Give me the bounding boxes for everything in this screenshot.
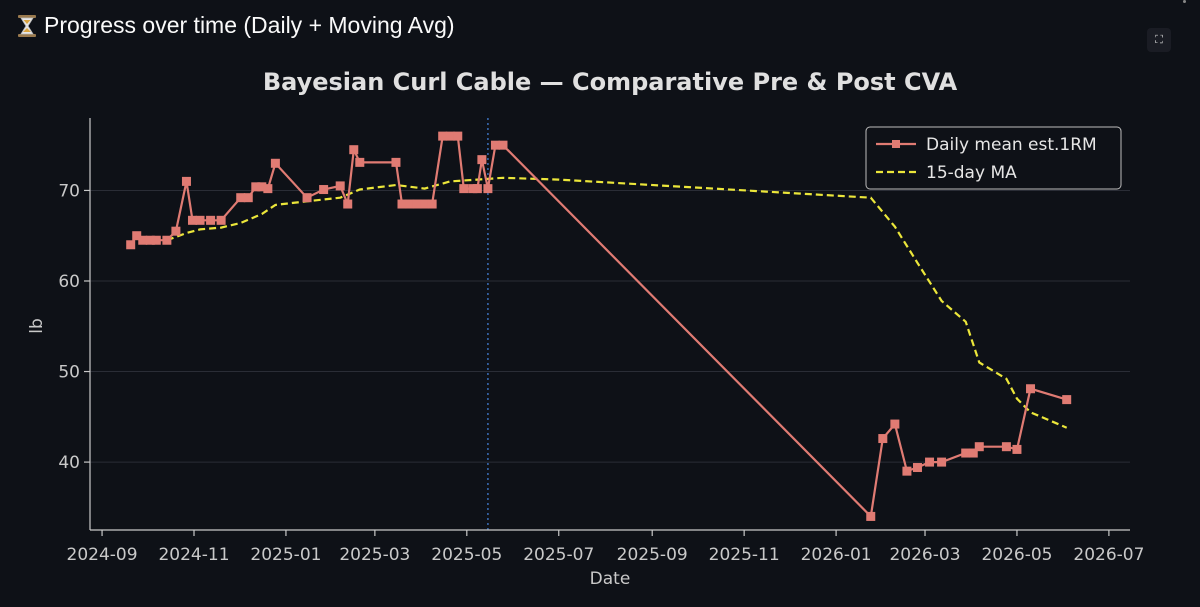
data-point (1026, 384, 1036, 394)
tick-labels: 40 50 60 70 2024-09 2024-11 2025-01 2025-03 2025… (58, 181, 1144, 565)
data-point (866, 511, 876, 521)
x-tick-label: 2025-03 (339, 545, 410, 565)
y-axis-title: lb (27, 318, 47, 334)
data-point (961, 448, 971, 458)
x-tick-label: 2025-01 (250, 545, 321, 565)
data-point (349, 145, 359, 155)
page-title: Progress over time (Daily + Moving Avg) (44, 12, 455, 38)
data-point (236, 193, 246, 203)
data-point (181, 176, 191, 186)
x-axis-title: Date (590, 569, 631, 589)
hourglass-icon (18, 14, 36, 37)
x-tick-label: 2024-09 (67, 545, 138, 565)
legend-box (865, 126, 1122, 190)
page-header: Progress over time (Daily + Moving Avg) (16, 12, 455, 39)
data-point (335, 181, 345, 191)
data-point (412, 199, 422, 209)
data-point (925, 457, 935, 467)
y-tick-label: 60 (58, 272, 80, 292)
data-point (974, 442, 984, 452)
series-line-ma (166, 176, 1068, 429)
data-point (937, 457, 947, 467)
x-tick-label: 2024-11 (158, 545, 229, 565)
data-point (171, 226, 181, 236)
fullscreen-icon: ⛶ (1155, 33, 1163, 46)
data-point (420, 199, 430, 209)
data-point (216, 215, 226, 225)
data-point (263, 184, 273, 194)
data-point (498, 140, 508, 150)
data-point (397, 199, 407, 209)
x-tick-label: 2025-09 (617, 545, 688, 565)
data-point (319, 185, 329, 195)
data-point (878, 434, 888, 444)
legend-daily-marker (892, 140, 900, 148)
x-tick-label: 2026-07 (1073, 545, 1144, 565)
data-point (468, 184, 478, 194)
grid (90, 189, 1130, 463)
data-point (126, 240, 136, 250)
legend-daily-label: Daily mean est.1RM (926, 135, 1097, 155)
data-point (391, 157, 401, 167)
data-point (445, 131, 455, 141)
x-tick-label: 2025-07 (523, 545, 594, 565)
data-point (355, 157, 365, 167)
data-point (477, 155, 487, 165)
x-tick-label: 2026-01 (801, 545, 872, 565)
axes (84, 118, 1130, 536)
x-tick-label: 2025-11 (709, 545, 780, 565)
data-point (902, 466, 912, 476)
data-point (459, 184, 469, 194)
x-tick-label: 2026-03 (889, 545, 960, 565)
legend-ma-label: 15-day MA (926, 163, 1017, 183)
x-tick-label: 2026-05 (981, 545, 1052, 565)
y-tick-label: 40 (58, 453, 80, 473)
data-point (251, 182, 261, 192)
data-point (490, 140, 500, 150)
data-point (483, 184, 493, 194)
data-point (132, 231, 142, 241)
data-point (453, 131, 463, 141)
data-point (243, 193, 253, 203)
data-point (405, 199, 415, 209)
data-point (1001, 442, 1011, 452)
series-group (126, 131, 1072, 521)
data-point (257, 182, 267, 192)
data-point (270, 158, 280, 168)
data-point (187, 215, 197, 225)
data-point (343, 199, 353, 209)
fullscreen-button[interactable]: ⛶ (1147, 28, 1171, 52)
data-point (472, 184, 482, 194)
y-tick-label: 50 (58, 363, 80, 383)
data-point (206, 215, 216, 225)
data-point (151, 235, 161, 245)
data-point (1012, 444, 1022, 454)
data-point (138, 235, 148, 245)
data-point (145, 235, 155, 245)
data-point (427, 199, 437, 209)
chart-title: Bayesian Curl Cable — Comparative Pre & … (263, 68, 958, 96)
data-point (1062, 395, 1072, 405)
data-point (968, 448, 978, 458)
y-tick-label: 70 (58, 181, 80, 201)
menu-dot (1183, 0, 1186, 3)
data-point (438, 131, 448, 141)
x-tick-label: 2025-05 (431, 545, 502, 565)
legend: Daily mean est.1RM 15-day MA (865, 126, 1122, 190)
data-point (890, 419, 900, 429)
data-point (302, 193, 312, 203)
data-point (162, 235, 172, 245)
data-point (912, 463, 922, 473)
data-point (195, 215, 205, 225)
